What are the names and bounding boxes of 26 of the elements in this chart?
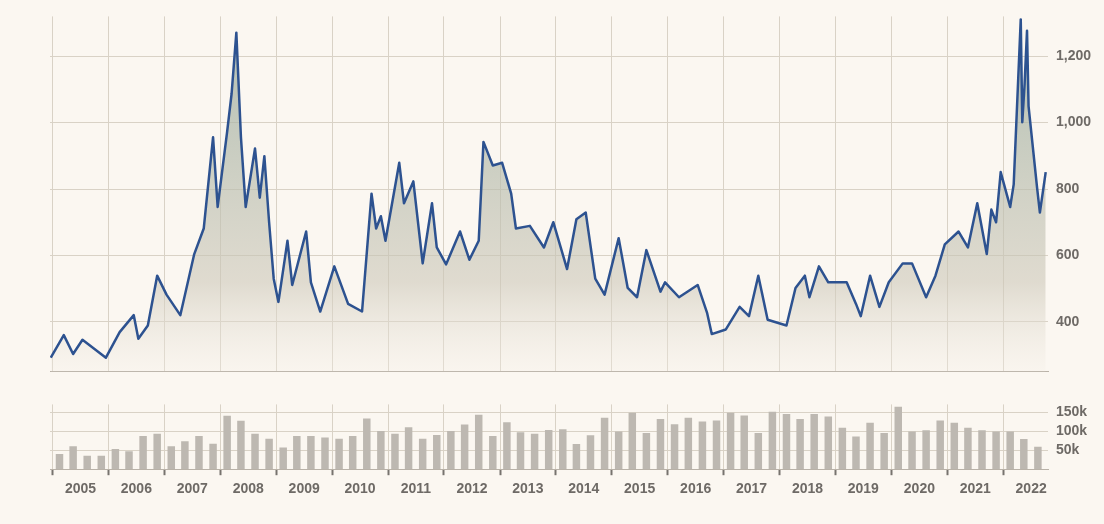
x-tick-label: 2019	[847, 480, 880, 497]
y-tick-label: 50k	[1056, 441, 1080, 457]
x-tick-label: 2009	[288, 480, 320, 497]
y-tick-label: 600	[1056, 246, 1080, 263]
x-tick-label: 2020	[903, 480, 936, 497]
x-tick-label: 2016	[680, 480, 712, 497]
x-tick-label: 2018	[791, 480, 824, 497]
x-tick-label: 2015	[624, 480, 656, 497]
x-tick-label: 2010	[344, 480, 376, 497]
x-tick-label: 2012	[456, 480, 488, 497]
y-tick-label: 150k	[1056, 402, 1088, 419]
x-tick-label: 2014	[568, 480, 600, 497]
x-tick-label: 2017	[735, 480, 768, 497]
x-tick-label: 2011	[400, 480, 432, 497]
y-tick-label: 400	[1056, 312, 1080, 329]
y-tick-label: 1,000	[1056, 113, 1092, 130]
x-tick-label: 2013	[512, 480, 544, 497]
x-tick-label: 2007	[176, 480, 209, 497]
x-tick-label: 2005	[64, 480, 97, 497]
x-tick-label: 2008	[232, 480, 265, 497]
x-tick-label: 2022	[1015, 480, 1047, 497]
y-tick-label: 100k	[1056, 421, 1088, 438]
x-tick-label: 2006	[120, 480, 153, 497]
x-tick-label: 2021	[959, 480, 992, 497]
y-tick-label: 1,200	[1056, 47, 1092, 64]
y-tick-label: 800	[1056, 179, 1080, 196]
